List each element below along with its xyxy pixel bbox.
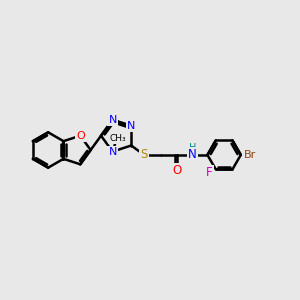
- Text: O: O: [172, 164, 182, 177]
- Text: O: O: [76, 131, 85, 141]
- Text: F: F: [206, 166, 213, 179]
- Text: CH₃: CH₃: [109, 134, 126, 143]
- Text: H: H: [189, 143, 196, 153]
- Text: N: N: [108, 115, 117, 125]
- Text: N: N: [188, 148, 197, 161]
- Text: N: N: [127, 121, 135, 131]
- Text: Br: Br: [244, 150, 256, 160]
- Text: S: S: [140, 148, 148, 161]
- Text: N: N: [108, 147, 117, 157]
